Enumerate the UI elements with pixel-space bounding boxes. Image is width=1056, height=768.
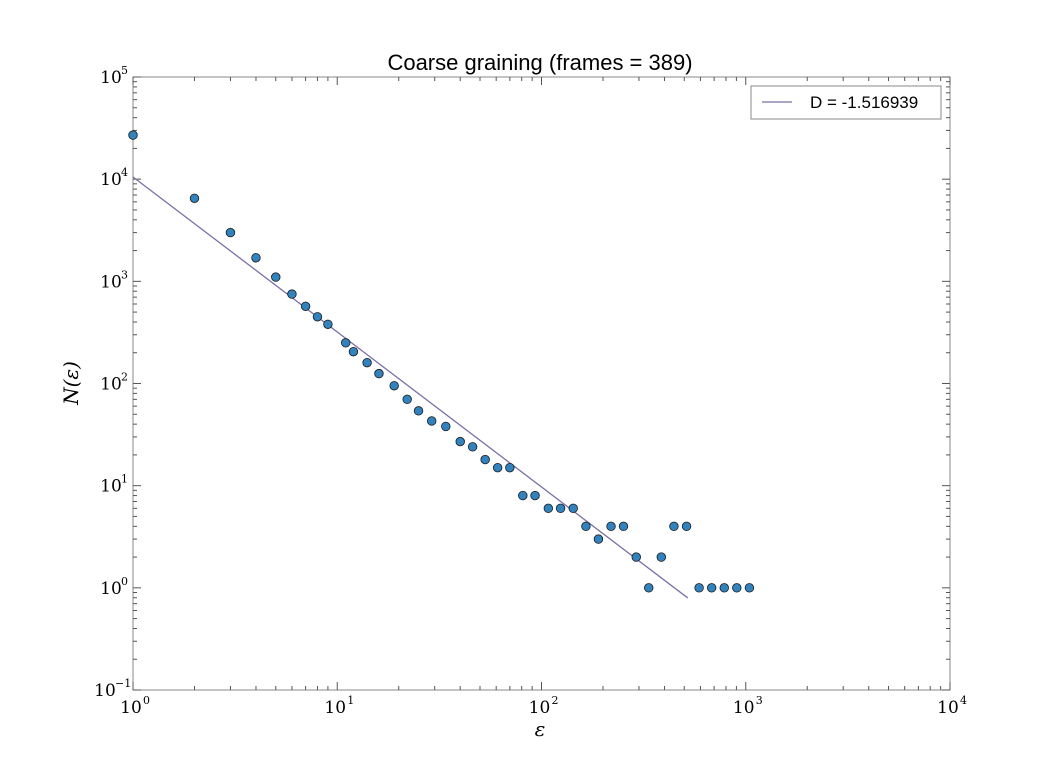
data-point [530,490,540,501]
data-point [492,462,503,473]
data-point [706,583,717,593]
data-point [568,503,578,514]
data-point [694,583,704,593]
data-point [402,394,412,405]
data-point [618,521,629,532]
data-point [374,368,384,379]
data-point [225,227,236,238]
data-point [455,436,465,447]
y-tick-label-exponent: 2 [121,371,128,384]
data-point [480,454,490,465]
y-tick-label-exponent: 0 [121,575,128,588]
data-point [631,552,641,562]
legend: D = -1.516939 [750,85,942,120]
chart-title: Coarse graining (frames = 389) [387,50,692,75]
fit-line-group [132,176,689,599]
y-tick-label: 10 [100,272,122,292]
data-point [128,130,138,140]
data-point [732,583,742,593]
data-point [744,583,755,593]
y-tick-label: 10 [100,68,122,88]
data-point [300,301,311,311]
x-tick-label: 10 [937,698,959,718]
data-point [543,503,554,514]
x-tick-label-exponent: 1 [347,694,354,707]
data-points [128,130,755,593]
y-tick-label: 10 [100,477,122,497]
y-tick-label: 10 [100,170,122,190]
data-point [593,534,604,544]
data-point [389,381,399,391]
data-point [669,521,679,532]
y-tick-label-exponent: 3 [121,268,128,281]
data-point [413,406,424,416]
data-point [441,421,451,432]
y-tick-label-exponent: 4 [121,166,128,179]
x-tick-label-exponent: 2 [552,694,559,707]
data-point [341,338,351,348]
plot-area-frame [132,76,951,691]
data-point [681,521,692,532]
x-tick-label-exponent: 4 [960,694,967,707]
y-tick-label-exponent: 5 [121,64,128,77]
legend-fit-line-label: D = -1.516939 [810,93,918,112]
x-tick-label-exponent: 0 [143,694,150,707]
x-tick-label-exponent: 3 [756,694,763,707]
x-tick-label: 10 [529,698,551,718]
data-point [362,357,372,368]
data-point [606,521,616,532]
y-tick-label-exponent: −1 [115,677,131,690]
data-point [467,442,478,452]
data-point [581,521,591,532]
axis-ticks: 10 0 10 1 10 2 10 3 10 410 −110 010 110 210 310 410 5 [94,64,967,718]
data-point [656,552,667,562]
data-point [348,346,359,357]
data-point [719,583,729,593]
data-point [271,272,281,282]
fit-line [132,176,689,599]
x-tick-label: 10 [324,698,346,718]
x-tick-label: 10 [120,698,142,718]
x-tick-label: 10 [733,698,755,718]
data-point [555,503,566,514]
data-point [312,312,323,322]
data-point [505,462,515,473]
data-point [189,193,200,203]
y-tick-label-exponent: 1 [121,473,128,486]
data-point [251,253,261,263]
y-axis-label: N(ε) [59,361,83,406]
data-point [287,289,297,299]
y-tick-label: 10 [100,579,122,599]
data-point [518,490,528,501]
data-point [323,319,333,329]
data-point [426,416,437,426]
y-tick-label: 10 [94,681,116,701]
data-point [644,583,654,593]
x-axis-label: ε [535,717,546,741]
y-tick-label: 10 [100,375,122,395]
